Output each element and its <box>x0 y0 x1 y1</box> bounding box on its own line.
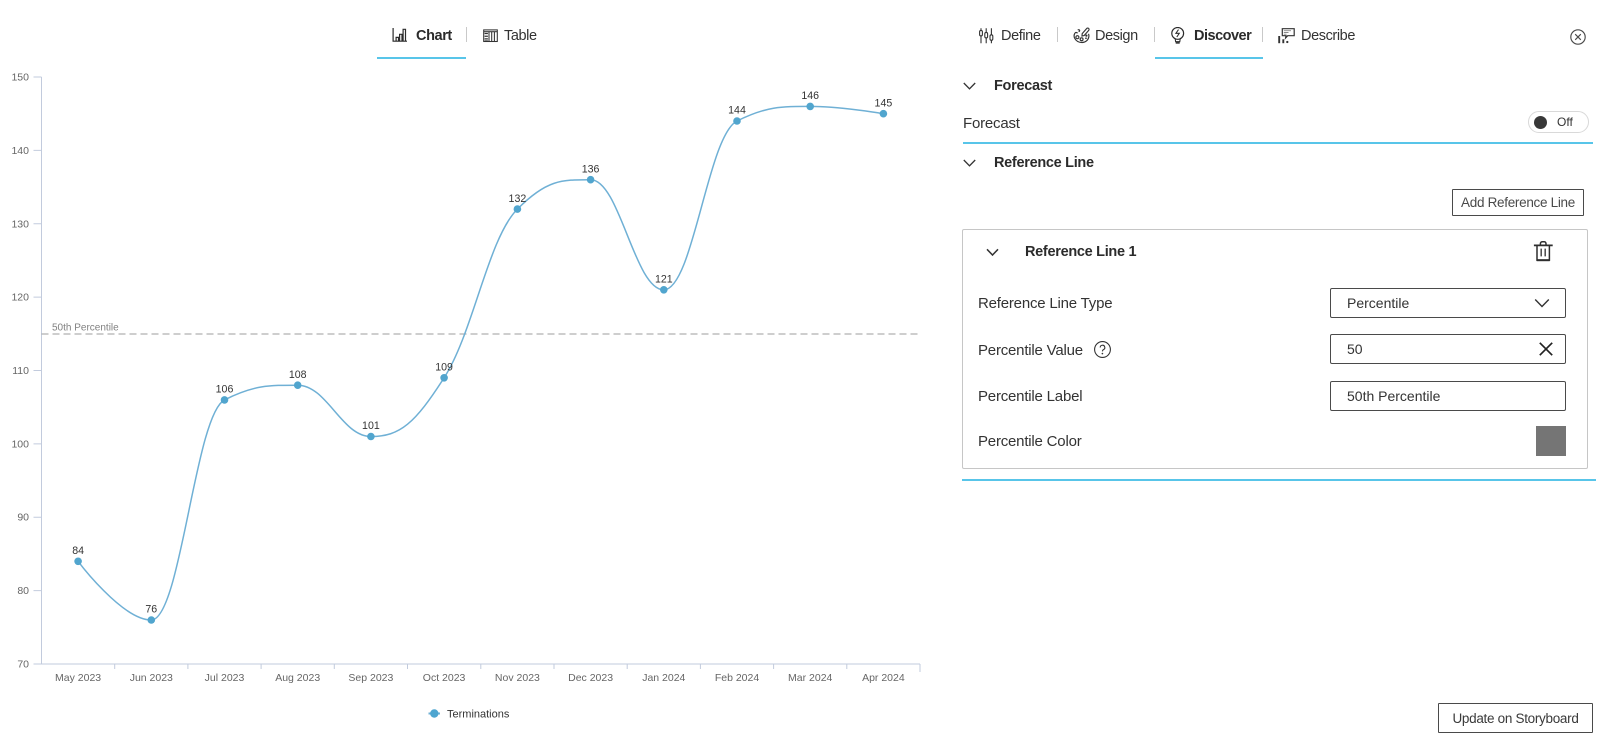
svg-text:May 2023: May 2023 <box>55 672 101 684</box>
svg-text:50th Percentile: 50th Percentile <box>52 323 119 334</box>
svg-text:136: 136 <box>582 163 600 175</box>
svg-text:Feb 2024: Feb 2024 <box>715 672 760 684</box>
svg-text:120: 120 <box>11 292 29 304</box>
svg-text:108: 108 <box>289 369 307 381</box>
svg-text:Aug 2023: Aug 2023 <box>275 672 320 684</box>
svg-text:132: 132 <box>509 193 527 205</box>
svg-text:84: 84 <box>72 545 84 557</box>
svg-text:Oct 2023: Oct 2023 <box>423 672 466 684</box>
svg-text:121: 121 <box>655 274 673 286</box>
svg-text:80: 80 <box>17 585 29 597</box>
svg-text:130: 130 <box>11 218 29 230</box>
svg-text:140: 140 <box>11 145 29 157</box>
svg-text:Jan 2024: Jan 2024 <box>642 672 685 684</box>
svg-text:Mar 2024: Mar 2024 <box>788 672 833 684</box>
svg-text:100: 100 <box>11 438 29 450</box>
svg-text:146: 146 <box>801 90 819 102</box>
svg-text:Sep 2023: Sep 2023 <box>348 672 393 684</box>
svg-text:109: 109 <box>435 362 453 374</box>
svg-text:150: 150 <box>11 72 29 84</box>
svg-text:Dec 2023: Dec 2023 <box>568 672 613 684</box>
svg-text:Terminations: Terminations <box>447 709 510 721</box>
svg-text:110: 110 <box>12 365 29 377</box>
svg-text:70: 70 <box>17 659 29 671</box>
svg-text:101: 101 <box>362 420 380 432</box>
svg-text:Jun 2023: Jun 2023 <box>130 672 173 684</box>
svg-text:106: 106 <box>216 384 234 396</box>
svg-text:90: 90 <box>17 512 29 524</box>
svg-text:145: 145 <box>875 97 893 109</box>
svg-text:Jul 2023: Jul 2023 <box>205 672 245 684</box>
svg-text:76: 76 <box>145 604 157 616</box>
svg-text:Nov 2023: Nov 2023 <box>495 672 540 684</box>
svg-text:144: 144 <box>728 105 746 117</box>
svg-text:Apr 2024: Apr 2024 <box>862 672 905 684</box>
